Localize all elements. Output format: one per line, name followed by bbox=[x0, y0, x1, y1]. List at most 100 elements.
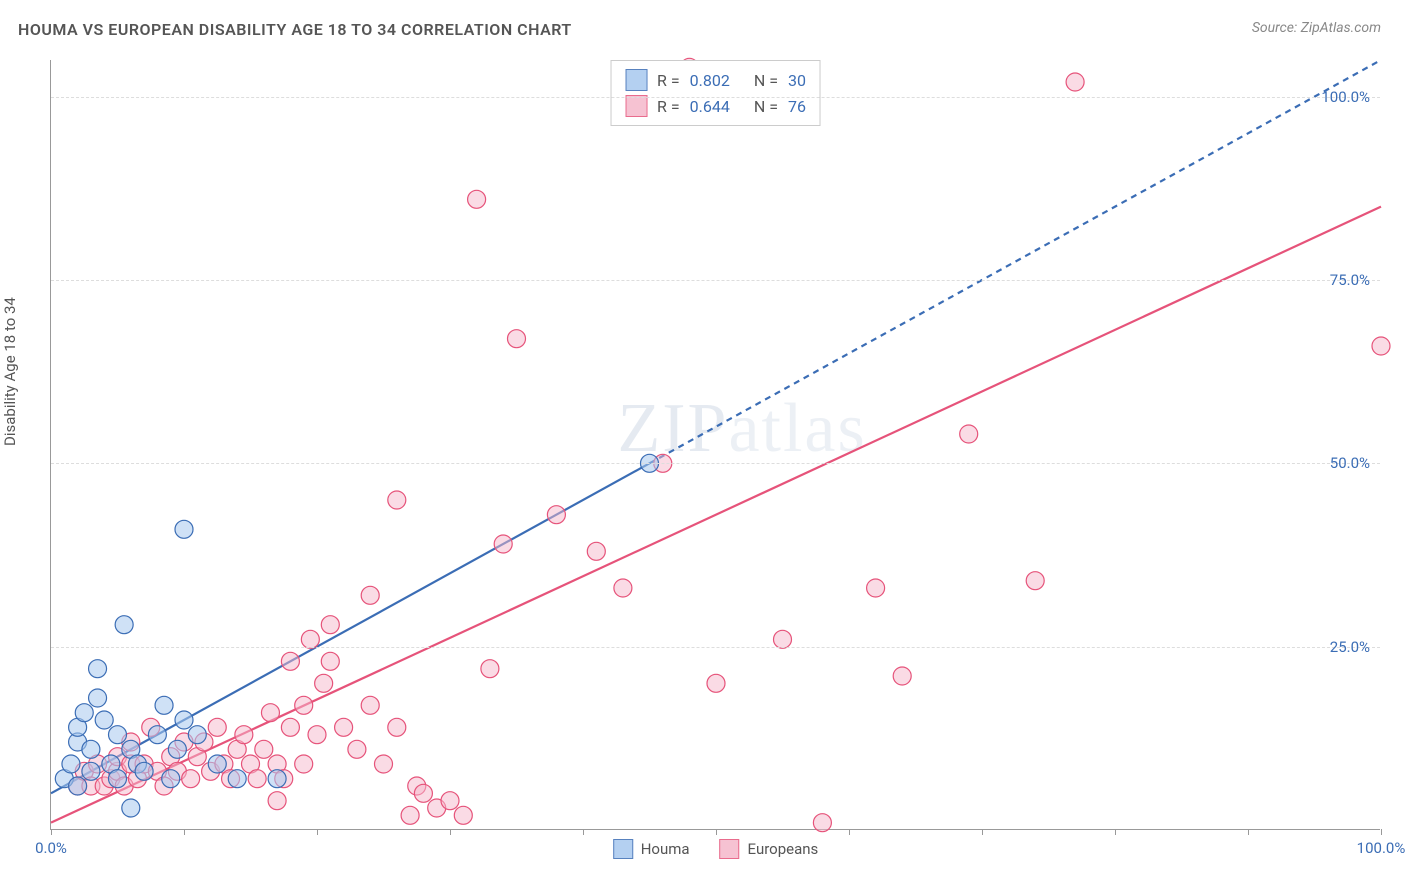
y-tick-label: 25.0% bbox=[1330, 638, 1370, 656]
data-point bbox=[162, 770, 180, 788]
chart-title: HOUMA VS EUROPEAN DISABILITY AGE 18 TO 3… bbox=[18, 20, 572, 39]
data-point bbox=[82, 762, 100, 780]
stats-legend: R = 0.802 N = 30 R = 0.644 N = 76 bbox=[610, 60, 821, 126]
plot-area: ZIPatlas R =0.802N =30R =0.644N =76 Houm… bbox=[50, 60, 1380, 830]
n-label: N = bbox=[754, 97, 778, 116]
data-point bbox=[308, 726, 326, 744]
data-point bbox=[547, 506, 565, 524]
chart-container: HOUMA VS EUROPEAN DISABILITY AGE 18 TO 3… bbox=[0, 0, 1406, 892]
y-tick-label: 100.0% bbox=[1321, 88, 1370, 106]
data-point bbox=[614, 579, 632, 597]
x-tick bbox=[184, 829, 185, 835]
data-point bbox=[148, 726, 166, 744]
data-point bbox=[109, 726, 127, 744]
gridline bbox=[51, 280, 1380, 281]
data-point bbox=[481, 660, 499, 678]
data-point bbox=[468, 190, 486, 208]
bottom-legend-item: Houma bbox=[613, 839, 690, 859]
bottom-legend-item: Europeans bbox=[720, 839, 819, 859]
y-tick-label: 75.0% bbox=[1330, 271, 1370, 289]
data-point bbox=[301, 630, 319, 648]
x-tick bbox=[982, 829, 983, 835]
data-point bbox=[1066, 73, 1084, 91]
gridline bbox=[51, 463, 1380, 464]
data-point bbox=[268, 770, 286, 788]
data-point bbox=[175, 711, 193, 729]
data-point bbox=[388, 718, 406, 736]
x-tick-label: 100.0% bbox=[1357, 839, 1406, 857]
x-tick bbox=[1381, 829, 1382, 835]
data-point bbox=[494, 535, 512, 553]
data-point bbox=[109, 770, 127, 788]
x-tick bbox=[583, 829, 584, 835]
data-point bbox=[361, 586, 379, 604]
data-point bbox=[268, 792, 286, 810]
n-value: 30 bbox=[788, 71, 806, 90]
data-point bbox=[315, 674, 333, 692]
plot-svg bbox=[51, 60, 1380, 829]
data-point bbox=[228, 770, 246, 788]
data-point bbox=[188, 726, 206, 744]
x-tick-label: 0.0% bbox=[35, 839, 67, 857]
data-point bbox=[508, 330, 526, 348]
data-point bbox=[175, 520, 193, 538]
data-point bbox=[82, 740, 100, 758]
data-point bbox=[1372, 337, 1390, 355]
data-point bbox=[707, 674, 725, 692]
legend-swatch bbox=[613, 839, 633, 859]
data-point bbox=[122, 799, 140, 817]
data-point bbox=[960, 425, 978, 443]
n-label: N = bbox=[754, 71, 778, 90]
data-point bbox=[89, 689, 107, 707]
data-point bbox=[255, 740, 273, 758]
gridline bbox=[51, 647, 1380, 648]
y-axis-label: Disability Age 18 to 34 bbox=[1, 297, 19, 446]
legend-swatch bbox=[625, 95, 647, 117]
r-label: R = bbox=[657, 97, 680, 116]
bottom-legend: Houma Europeans bbox=[613, 839, 819, 859]
data-point bbox=[95, 711, 113, 729]
data-point bbox=[155, 696, 173, 714]
data-point bbox=[182, 770, 200, 788]
legend-swatch bbox=[720, 839, 740, 859]
data-point bbox=[388, 491, 406, 509]
data-point bbox=[135, 762, 153, 780]
gridline bbox=[51, 97, 1380, 98]
r-label: R = bbox=[657, 71, 680, 90]
data-point bbox=[893, 667, 911, 685]
data-point bbox=[281, 652, 299, 670]
data-point bbox=[1026, 572, 1044, 590]
data-point bbox=[248, 770, 266, 788]
stats-legend-row: R = 0.802 N = 30 bbox=[625, 67, 806, 93]
legend-label: Europeans bbox=[748, 840, 819, 858]
data-point bbox=[115, 616, 133, 634]
data-point bbox=[375, 755, 393, 773]
x-tick bbox=[51, 829, 52, 835]
n-value: 76 bbox=[788, 97, 806, 116]
y-tick-label: 50.0% bbox=[1330, 454, 1370, 472]
x-tick bbox=[317, 829, 318, 835]
data-point bbox=[75, 704, 93, 722]
data-point bbox=[235, 726, 253, 744]
data-point bbox=[348, 740, 366, 758]
data-point bbox=[414, 784, 432, 802]
x-tick bbox=[849, 829, 850, 835]
r-value: 0.644 bbox=[690, 97, 730, 116]
data-point bbox=[441, 792, 459, 810]
data-point bbox=[295, 755, 313, 773]
source-attribution: Source: ZipAtlas.com bbox=[1252, 20, 1381, 36]
data-point bbox=[89, 660, 107, 678]
data-point bbox=[867, 579, 885, 597]
data-point bbox=[295, 696, 313, 714]
data-point bbox=[361, 696, 379, 714]
x-tick bbox=[1115, 829, 1116, 835]
data-point bbox=[321, 652, 339, 670]
legend-label: Houma bbox=[641, 840, 690, 858]
data-point bbox=[401, 806, 419, 824]
data-point bbox=[321, 616, 339, 634]
data-point bbox=[335, 718, 353, 736]
r-value: 0.802 bbox=[690, 71, 730, 90]
data-point bbox=[208, 718, 226, 736]
x-tick bbox=[716, 829, 717, 835]
data-point bbox=[168, 740, 186, 758]
